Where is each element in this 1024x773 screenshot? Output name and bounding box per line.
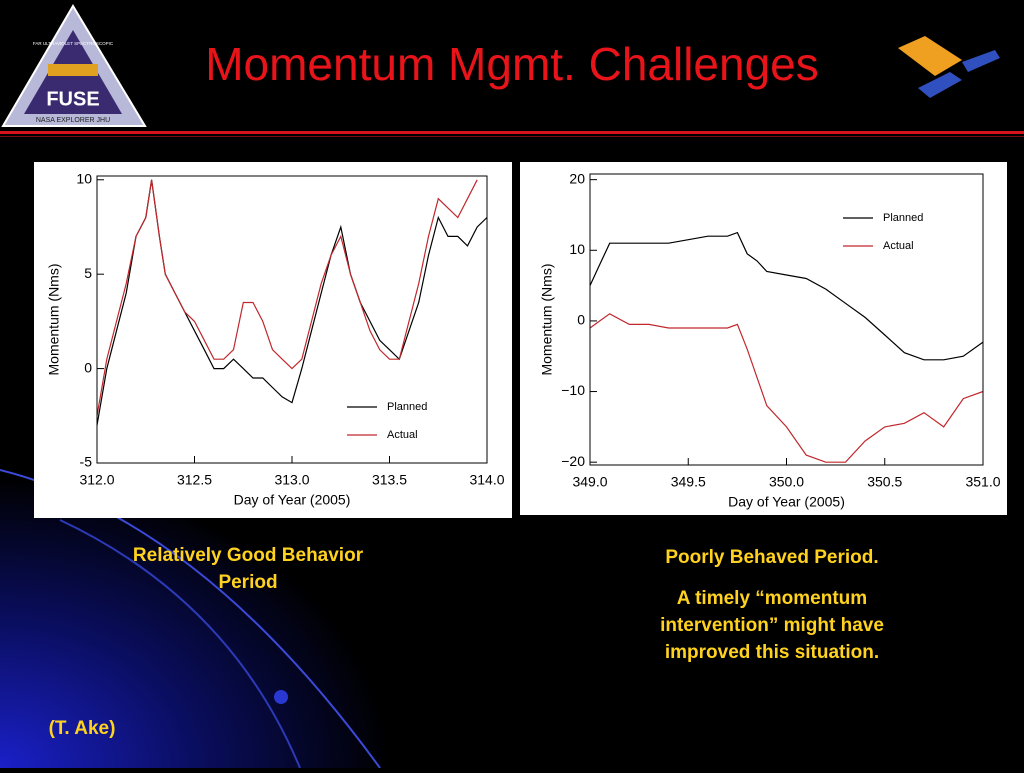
- caption: improved this situation.: [665, 642, 879, 663]
- data-line: [589, 313, 984, 463]
- title-rule: [0, 136, 1024, 137]
- logo-top: FAR ULTRAVIOLET SPECTROSCOPIC: [33, 41, 114, 46]
- satellite-body: [898, 36, 962, 76]
- y-tick-label: -5: [80, 454, 93, 470]
- dot: [274, 690, 288, 704]
- data-line: [589, 231, 984, 361]
- slide-title: Momentum Mgmt. Challenges: [205, 38, 819, 90]
- y-tick-label: 5: [84, 265, 92, 281]
- y-tick-label: 0: [84, 359, 92, 375]
- caption: A timely “momentum: [677, 588, 867, 609]
- chart-panel: [34, 162, 512, 518]
- x-axis-label: Day of Year (2005): [728, 494, 845, 510]
- data-line: [96, 179, 478, 416]
- legend-label: Actual: [883, 240, 914, 252]
- y-tick-label: −20: [561, 453, 585, 469]
- x-tick-label: 313.0: [274, 472, 309, 488]
- logo: FUSE NASA EXPLORER JHU FAR ULTRAVIOLET S…: [1, 4, 147, 127]
- legend-label: Planned: [387, 401, 427, 413]
- logo-band: [48, 64, 98, 76]
- caption: intervention” might have: [660, 615, 884, 636]
- y-tick-label: 0: [577, 312, 585, 328]
- credit: (T. Ake): [49, 718, 116, 739]
- x-tick-label: 350.5: [867, 474, 902, 490]
- satellite-icon: [898, 36, 1000, 98]
- caption: Period: [218, 572, 277, 593]
- x-tick-label: 312.5: [177, 472, 212, 488]
- x-tick-label: 349.0: [572, 474, 607, 490]
- logo-name: FUSE: [46, 88, 99, 110]
- x-tick-label: 314.0: [469, 472, 504, 488]
- legend-label: Actual: [387, 429, 418, 441]
- x-tick-label: 350.0: [769, 474, 804, 490]
- title-rule: [0, 131, 1024, 134]
- y-axis-label: Momentum (Nms): [46, 263, 62, 375]
- chart-panel: [520, 162, 1007, 515]
- y-tick-label: 10: [76, 170, 92, 186]
- y-tick-label: −10: [561, 382, 585, 398]
- caption: Relatively Good Behavior: [133, 545, 364, 566]
- x-tick-label: 351.0: [965, 474, 1000, 490]
- x-tick-label: 349.5: [671, 474, 706, 490]
- x-axis-label: Day of Year (2005): [234, 492, 351, 508]
- arc: [59, 519, 301, 769]
- satellite-panel: [918, 72, 962, 98]
- y-axis-label: Momentum (Nms): [539, 263, 555, 375]
- caption: Poorly Behaved Period.: [665, 547, 878, 568]
- satellite-panel: [962, 50, 1000, 72]
- legend-label: Planned: [883, 212, 923, 224]
- y-tick-label: 10: [569, 241, 585, 257]
- x-tick-label: 313.5: [372, 472, 407, 488]
- y-tick-label: 20: [569, 170, 585, 186]
- x-tick-label: 312.0: [79, 472, 114, 488]
- logo-bottom: NASA EXPLORER JHU: [36, 117, 110, 124]
